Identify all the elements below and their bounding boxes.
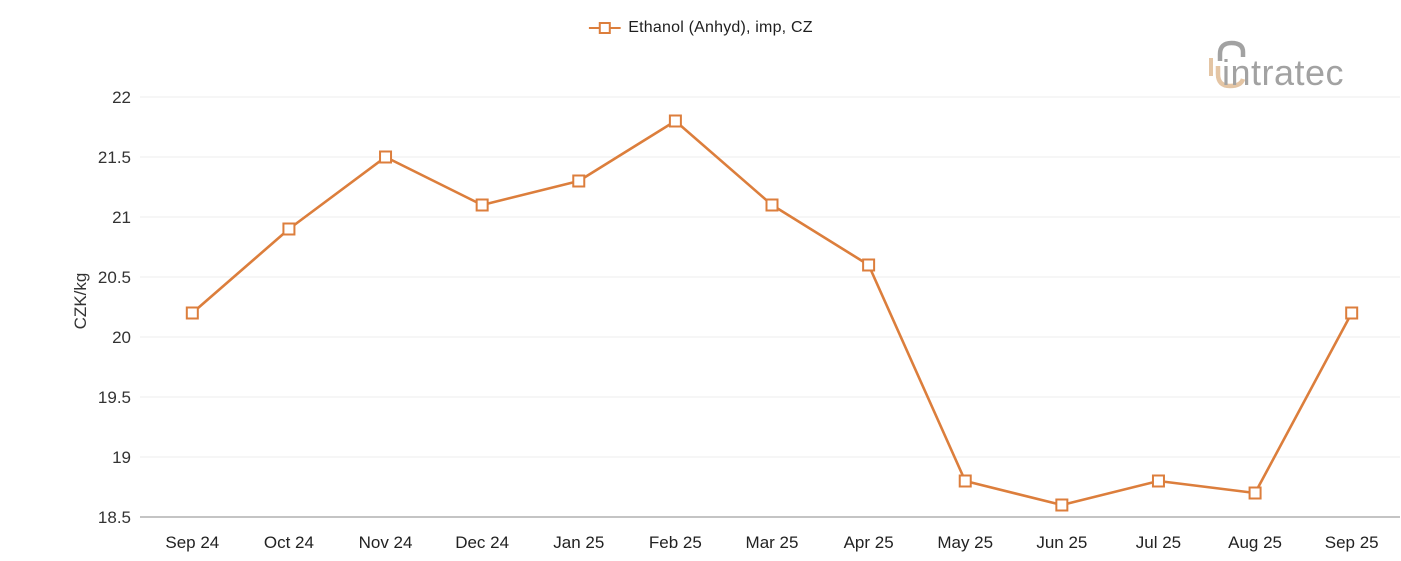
y-tick-label: 21.5 bbox=[98, 148, 131, 167]
logo-arc-bottom-icon bbox=[1215, 66, 1246, 89]
x-tick-label: Apr 25 bbox=[844, 533, 894, 552]
x-tick-label: Mar 25 bbox=[746, 533, 799, 552]
x-tick-label: Nov 24 bbox=[359, 533, 413, 552]
y-tick-label: 19 bbox=[112, 448, 131, 467]
y-axis-title: CZK/kg bbox=[71, 272, 90, 330]
y-tick-label: 19.5 bbox=[98, 388, 131, 407]
data-point-marker[interactable] bbox=[958, 474, 972, 488]
data-point-marker[interactable] bbox=[282, 222, 296, 236]
data-point-marker[interactable] bbox=[475, 198, 489, 212]
y-tick-label: 20 bbox=[112, 328, 131, 347]
y-tick-label: 18.5 bbox=[98, 508, 131, 527]
data-point-marker[interactable] bbox=[862, 258, 876, 272]
x-tick-label: Dec 24 bbox=[455, 533, 509, 552]
data-point-markers bbox=[185, 114, 1359, 512]
y-axis-labels: 18.5 19 19.5 20 20.5 21 21.5 22 bbox=[98, 88, 131, 527]
series-line bbox=[191, 119, 1353, 507]
x-tick-label: Feb 25 bbox=[649, 533, 702, 552]
x-tick-label: Oct 24 bbox=[264, 533, 314, 552]
y-tick-label: 22 bbox=[112, 88, 131, 107]
legend-marker-icon bbox=[588, 22, 621, 34]
data-point-marker[interactable] bbox=[1151, 474, 1165, 488]
x-tick-label: Sep 24 bbox=[165, 533, 219, 552]
data-point-marker[interactable] bbox=[185, 306, 199, 320]
data-point-marker[interactable] bbox=[572, 174, 586, 188]
y-tick-label: 20.5 bbox=[98, 268, 131, 287]
x-axis-labels: Sep 24 Oct 24 Nov 24 Dec 24 Jan 25 Feb 25 Mar … bbox=[165, 533, 1378, 552]
data-point-marker[interactable] bbox=[1055, 498, 1069, 512]
x-tick-label: Jul 25 bbox=[1136, 533, 1181, 552]
y-tick-label: 21 bbox=[112, 208, 131, 227]
data-point-marker[interactable] bbox=[1345, 306, 1359, 320]
x-tick-label: Jun 25 bbox=[1036, 533, 1087, 552]
x-tick-label: Sep 25 bbox=[1325, 533, 1379, 552]
legend-item[interactable]: Ethanol (Anhyd), imp, CZ bbox=[588, 19, 813, 37]
gridlines bbox=[140, 96, 1400, 518]
data-point-marker[interactable] bbox=[1248, 486, 1262, 500]
x-tick-label: Jan 25 bbox=[553, 533, 604, 552]
intratec-logo: intratec bbox=[1209, 40, 1344, 93]
data-point-marker[interactable] bbox=[379, 150, 393, 164]
x-tick-label: May 25 bbox=[937, 533, 993, 552]
x-tick-label: Aug 25 bbox=[1228, 533, 1282, 552]
data-point-marker[interactable] bbox=[668, 114, 682, 128]
logo-text: intratec bbox=[1222, 52, 1344, 93]
logo-arc-top-icon bbox=[1217, 40, 1246, 61]
data-point-marker[interactable] bbox=[765, 198, 779, 212]
legend-label: Ethanol (Anhyd), imp, CZ bbox=[628, 19, 813, 36]
